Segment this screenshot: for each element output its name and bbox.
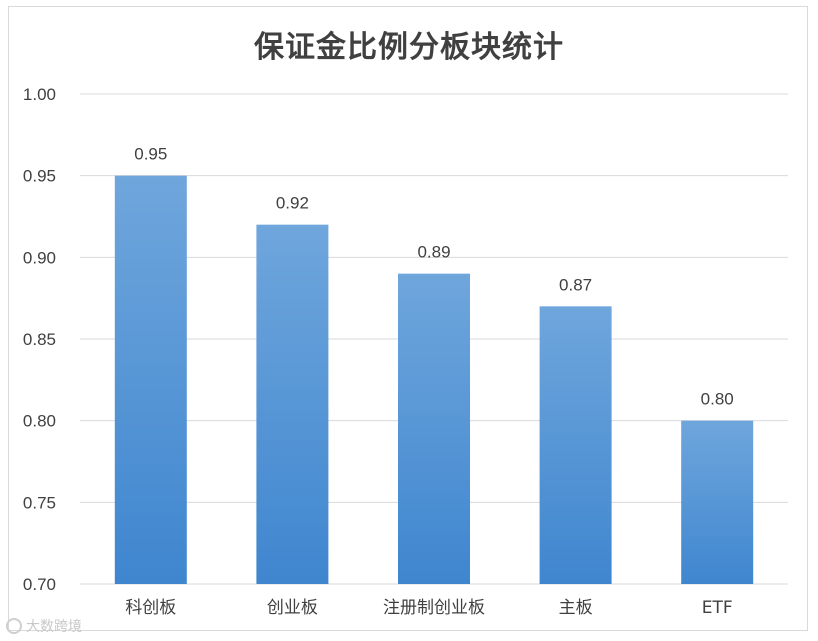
data-label: 0.87	[559, 275, 592, 294]
y-tick-label: 1.00	[23, 85, 56, 104]
x-tick-label: 注册制创业板	[383, 598, 485, 618]
y-tick-label: 0.90	[23, 248, 56, 267]
data-label: 0.92	[276, 194, 309, 213]
bar	[398, 273, 470, 584]
y-tick-label: 0.85	[23, 330, 56, 349]
bar	[256, 224, 329, 584]
y-tick-label: 0.95	[23, 167, 56, 186]
x-tick-label: 创业板	[267, 598, 318, 618]
data-label: 0.95	[134, 145, 167, 164]
chart-title: 保证金比例分板块统计	[254, 30, 564, 65]
watermark: 大数跨境	[6, 616, 82, 636]
x-tick-label: ETF	[702, 598, 733, 618]
watermark-text: 大数跨境	[26, 619, 82, 635]
data-label: 0.80	[701, 390, 734, 409]
watermark-logo-icon	[6, 618, 22, 634]
x-tick-label: 主板	[559, 598, 593, 618]
y-tick-label: 0.75	[23, 493, 56, 512]
y-tick-label: 0.70	[23, 575, 56, 594]
bar	[114, 175, 187, 584]
y-tick-label: 0.80	[23, 412, 56, 431]
x-tick-label: 科创板	[125, 598, 176, 618]
data-label: 0.89	[417, 243, 450, 262]
bar	[681, 420, 754, 584]
bar	[539, 306, 612, 584]
